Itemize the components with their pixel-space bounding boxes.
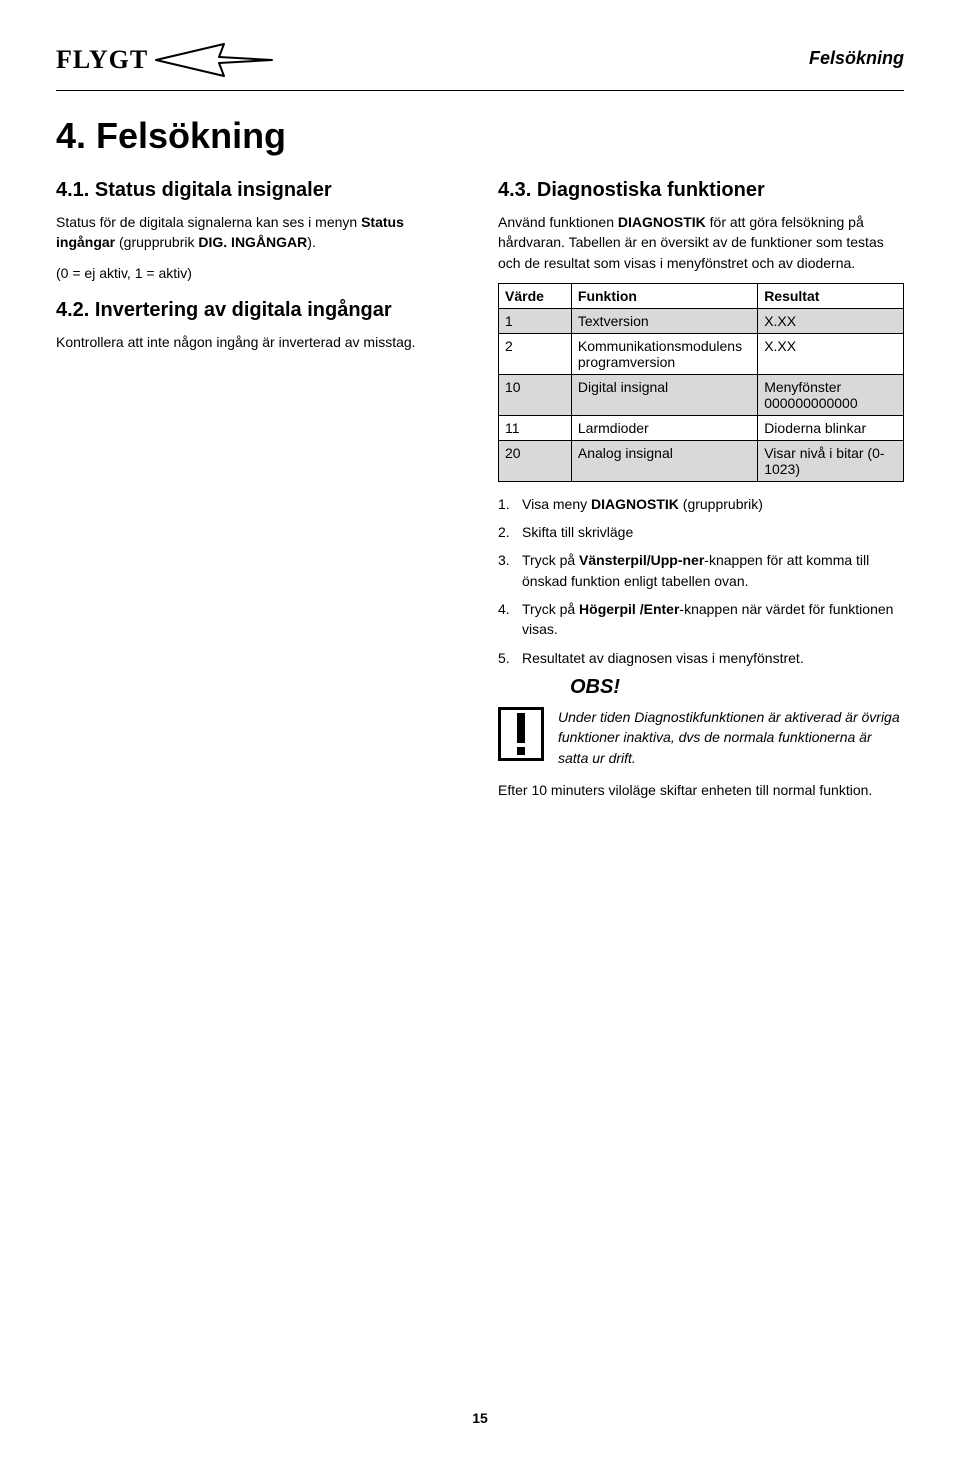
table-cell: Analog insignal: [571, 440, 757, 481]
brand-text: FLYGT: [56, 45, 148, 75]
brand-arrow-icon: [154, 40, 274, 80]
step-1: Visa meny DIAGNOSTIK (grupprubrik): [498, 494, 904, 514]
table-header: Resultat: [758, 283, 904, 308]
text-bold: DIAGNOSTIK: [618, 214, 706, 230]
text: Visa meny: [522, 496, 591, 512]
text: Tryck på: [522, 601, 579, 617]
brand-logo: FLYGT: [56, 40, 274, 80]
table-row: 2Kommunikationsmodulens programversionX.…: [499, 333, 904, 374]
table-row: 1TextversionX.XX: [499, 308, 904, 333]
table-cell: 11: [499, 415, 572, 440]
table-row: 20Analog insignalVisar nivå i bitar (0-1…: [499, 440, 904, 481]
diagnostics-table: Värde Funktion Resultat 1TextversionX.XX…: [498, 283, 904, 482]
table-cell: Textversion: [571, 308, 757, 333]
text-bold: Högerpil /Enter: [579, 601, 679, 617]
step-4: Tryck på Högerpil /Enter-knappen när vär…: [498, 599, 904, 640]
header-divider: [56, 90, 904, 91]
step-5: Resultatet av diagnosen visas i menyföns…: [498, 648, 904, 668]
table-cell: Larmdioder: [571, 415, 757, 440]
text: (grupprubrik): [679, 496, 763, 512]
table-cell: X.XX: [758, 333, 904, 374]
left-column: 4.1. Status digitala insignaler Status f…: [56, 179, 462, 362]
para-4-2-1: Kontrollera att inte någon ingång är inv…: [56, 332, 462, 352]
right-column: 4.3. Diagnostiska funktioner Använd funk…: [498, 179, 904, 810]
para-4-1-1: Status för de digitala signalerna kan se…: [56, 212, 462, 253]
table-cell: Kommunikationsmodulens programversion: [571, 333, 757, 374]
table-row: 10Digital insignalMenyfönster 0000000000…: [499, 374, 904, 415]
para-4-1-2: (0 = ej aktiv, 1 = aktiv): [56, 263, 462, 283]
page-number: 15: [56, 1410, 904, 1426]
step-2: Skifta till skrivläge: [498, 522, 904, 542]
caution-icon: [498, 707, 544, 761]
obs-note: Under tiden Diagnostikfunktionen är akti…: [558, 707, 904, 768]
text: ).: [307, 234, 316, 250]
obs-block: Under tiden Diagnostikfunktionen är akti…: [498, 707, 904, 768]
content-columns: 4.1. Status digitala insignaler Status f…: [56, 179, 904, 810]
table-row: 11LarmdioderDioderna blinkar: [499, 415, 904, 440]
table-cell: X.XX: [758, 308, 904, 333]
text: Tryck på: [522, 552, 579, 568]
text: Använd funktionen: [498, 214, 618, 230]
table-cell: Dioderna blinkar: [758, 415, 904, 440]
step-3: Tryck på Vänsterpil/Upp-ner-knappen för …: [498, 550, 904, 591]
table-cell: Visar nivå i bitar (0-1023): [758, 440, 904, 481]
text-bold: DIAGNOSTIK: [591, 496, 679, 512]
table-cell: Menyfönster 000000000000: [758, 374, 904, 415]
page-title: 4. Felsökning: [56, 115, 904, 157]
table-cell: 20: [499, 440, 572, 481]
table-cell: Digital insignal: [571, 374, 757, 415]
table-header-row: Värde Funktion Resultat: [499, 283, 904, 308]
text-bold: Vänsterpil/Upp-ner: [579, 552, 704, 568]
table-header: Funktion: [571, 283, 757, 308]
para-4-3-1: Använd funktionen DIAGNOSTIK för att gör…: [498, 212, 904, 273]
table-cell: 10: [499, 374, 572, 415]
obs-heading: OBS!: [570, 676, 904, 699]
page-header: FLYGT Felsökning: [56, 40, 904, 80]
heading-4-1: 4.1. Status digitala insignaler: [56, 179, 462, 202]
text: (grupprubrik: [115, 234, 198, 250]
heading-4-2: 4.2. Invertering av digitala ingångar: [56, 299, 462, 322]
table-cell: 2: [499, 333, 572, 374]
section-label: Felsökning: [809, 48, 904, 69]
obs-after: Efter 10 minuters viloläge skiftar enhet…: [498, 780, 904, 800]
text: Status för de digitala signalerna kan se…: [56, 214, 361, 230]
heading-4-3: 4.3. Diagnostiska funktioner: [498, 179, 904, 202]
steps-list: Visa meny DIAGNOSTIK (grupprubrik) Skift…: [498, 494, 904, 668]
text-bold: DIG. INGÅNGAR: [198, 234, 307, 250]
table-cell: 1: [499, 308, 572, 333]
table-header: Värde: [499, 283, 572, 308]
